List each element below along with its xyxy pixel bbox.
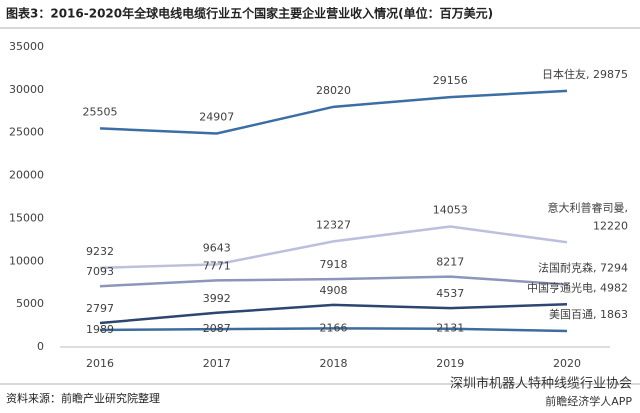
y-tick-label: 30000 <box>9 83 44 96</box>
series-line <box>99 303 568 325</box>
x-tick-label: 2016 <box>86 357 114 370</box>
data-label: 3992 <box>203 292 231 305</box>
data-label: 25505 <box>83 105 118 118</box>
data-label: 24907 <box>199 111 234 124</box>
x-tick-label: 2017 <box>203 357 231 370</box>
data-label: 2166 <box>320 321 348 334</box>
data-label: 9232 <box>86 245 114 258</box>
data-label: 2797 <box>86 302 114 315</box>
data-label: 4537 <box>436 287 464 300</box>
data-label: 4908 <box>320 284 348 297</box>
end-label: 美国百通, 1863 <box>549 308 628 321</box>
series-line <box>99 327 568 333</box>
data-label: 12327 <box>316 218 351 231</box>
end-label: 意大利普睿司曼, 12220 <box>548 200 629 232</box>
end-label-line: 12220 <box>593 219 628 232</box>
x-tick-label: 2018 <box>320 357 348 370</box>
series-line <box>99 275 568 288</box>
series-line <box>99 225 568 270</box>
y-tick-label: 25000 <box>9 126 44 139</box>
data-label: 14053 <box>433 204 468 217</box>
data-label: 8217 <box>436 256 464 269</box>
x-tick-label: 2020 <box>553 357 581 370</box>
data-label: 7093 <box>86 265 114 278</box>
x-tick-label: 2019 <box>436 357 464 370</box>
source: 资料来源：前瞻产业研究院整理 <box>6 391 160 405</box>
watermark: 深圳市机器人特种线缆行业协会 <box>450 376 632 392</box>
y-tick-label: 15000 <box>9 211 44 224</box>
y-tick-label: 35000 <box>9 40 44 53</box>
data-label: 29156 <box>433 74 468 87</box>
y-tick-label: 5000 <box>16 297 44 310</box>
data-label: 2087 <box>203 322 231 335</box>
y-tick-label: 10000 <box>9 254 44 267</box>
series-line <box>99 89 568 135</box>
data-label: 28020 <box>316 84 351 97</box>
end-label: 中国亨通光电, 4982 <box>527 280 628 294</box>
data-label: 7918 <box>320 258 348 271</box>
watermark: 前瞻经济学人APP <box>545 394 632 408</box>
y-tick-label: 20000 <box>9 169 44 182</box>
data-label: 2131 <box>436 322 464 335</box>
data-label: 9643 <box>203 241 231 254</box>
end-label: 日本住友, 29875 <box>542 67 628 81</box>
end-label-line: 意大利普睿司曼, <box>548 200 629 214</box>
data-label: 1989 <box>86 323 114 336</box>
end-label: 法国耐克森, 7294 <box>538 260 628 274</box>
data-label: 7771 <box>203 259 231 272</box>
chart-title: 图表3：2016-2020年全球电线电缆行业五个国家主要企业营业收入情况(单位：… <box>6 6 493 21</box>
y-tick-label: 0 <box>37 340 44 353</box>
